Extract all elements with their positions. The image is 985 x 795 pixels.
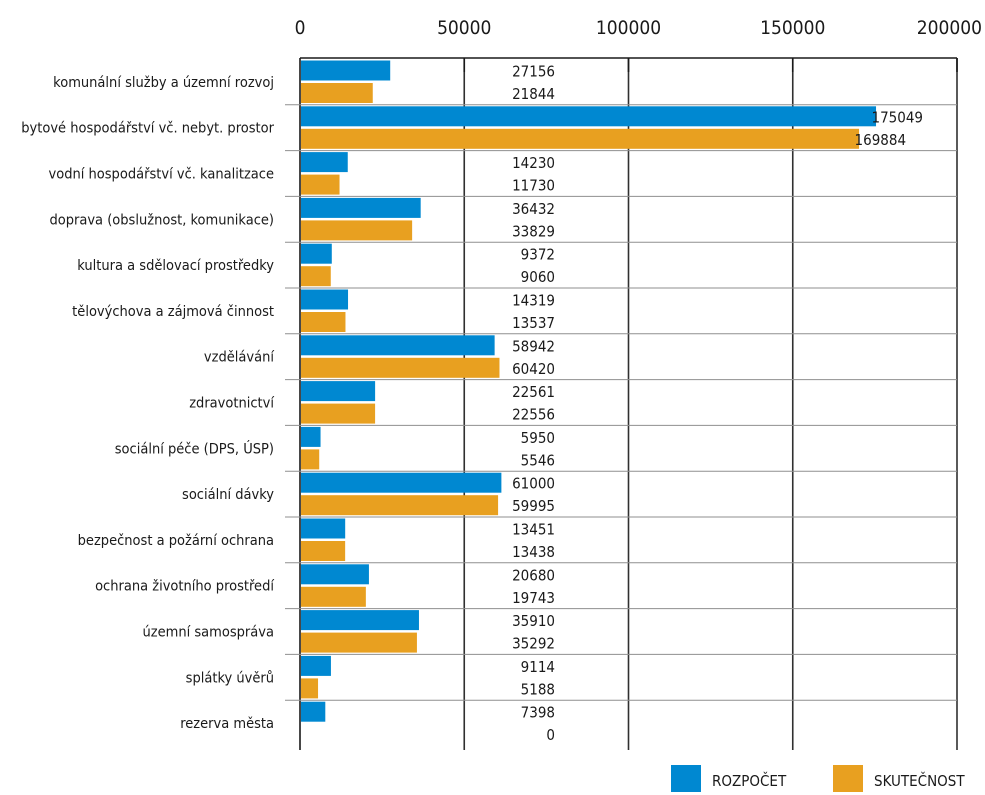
value-label: 0: [546, 726, 555, 744]
category-label: vodní hospodářství vč. kanalitzace: [49, 167, 275, 183]
x-tick-label: 50000: [437, 17, 491, 39]
bar-skutecnost: [301, 495, 499, 516]
category-label: ochrana životního prostředí: [95, 579, 274, 595]
category-label: vzdělávání: [204, 350, 274, 366]
x-tick-label: 100000: [596, 17, 661, 39]
bar-rozpocet: [301, 289, 349, 310]
category-label: územní samospráva: [142, 625, 274, 641]
value-label: 11730: [512, 177, 555, 195]
bar-skutecnost: [301, 128, 860, 149]
bar-rozpocet: [301, 610, 419, 631]
bar-rozpocet: [301, 472, 502, 493]
category-label: bytové hospodářství vč. nebyt. prostor: [21, 121, 274, 137]
bar-skutecnost: [301, 541, 346, 561]
bar-rozpocet: [301, 381, 376, 402]
bar-rozpocet: [301, 106, 877, 127]
value-label: 58942: [512, 337, 555, 355]
x-tick-label: 200000: [917, 17, 982, 39]
bar-skutecnost: [301, 83, 373, 103]
category-label: bezpečnost a požární ochrana: [78, 533, 274, 549]
bar-rozpocet: [301, 197, 421, 218]
legend-swatch-skutecnost: [833, 765, 863, 792]
category-label: zdravotnictví: [189, 396, 274, 412]
bar-rozpocet: [301, 60, 391, 81]
value-label: 61000: [512, 475, 555, 493]
category-label: sociální péče (DPS, ÚSP): [115, 439, 274, 457]
bar-skutecnost: [301, 586, 366, 607]
value-label: 59995: [512, 497, 555, 515]
value-label: 5950: [521, 429, 555, 447]
bar-rozpocet: [301, 426, 321, 447]
legend-swatch-rozpocet: [671, 765, 701, 792]
bar-skutecnost: [301, 266, 331, 287]
bar-rozpocet: [301, 335, 495, 356]
value-label: 35292: [512, 635, 555, 653]
value-label: 14230: [512, 154, 555, 172]
value-label: 36432: [512, 200, 555, 218]
category-label: komunální služby a územní rozvoj: [53, 75, 274, 91]
bar-skutecnost: [301, 174, 340, 195]
bar-skutecnost: [301, 449, 320, 470]
x-tick-label: 150000: [760, 17, 825, 39]
bar-rozpocet: [301, 655, 331, 676]
bar-rozpocet: [301, 518, 346, 539]
value-label: 13438: [512, 543, 555, 561]
bar-rozpocet: [301, 564, 369, 585]
bar-skutecnost: [301, 220, 413, 241]
value-label: 21844: [512, 85, 555, 103]
legend-label-skutecnost: SKUTEČNOST: [874, 771, 965, 790]
category-label: splátky úvěrů: [186, 670, 274, 686]
value-label: 20680: [512, 566, 555, 584]
value-label: 19743: [512, 589, 555, 607]
bar-skutecnost: [301, 403, 376, 424]
category-label: sociální dávky: [182, 487, 274, 503]
bar-skutecnost: [301, 357, 500, 378]
legend-label-rozpocet: ROZPOČET: [712, 771, 787, 790]
value-label: 14319: [512, 292, 555, 310]
value-label: 169884: [855, 131, 907, 149]
x-tick-label: 0: [295, 17, 306, 39]
value-label: 13537: [512, 314, 555, 332]
value-label: 9060: [521, 268, 555, 286]
bar-rozpocet: [301, 701, 326, 722]
value-label: 33829: [512, 222, 555, 240]
value-label: 35910: [512, 612, 555, 630]
value-label: 175049: [872, 108, 924, 126]
value-label: 13451: [512, 521, 555, 539]
category-label: doprava (obslužnost, komunikace): [49, 212, 274, 228]
value-label: 22561: [512, 383, 555, 401]
bar-rozpocet: [301, 243, 332, 264]
value-label: 7398: [521, 704, 555, 722]
bar-skutecnost: [301, 632, 417, 653]
category-label: tělovýchova a zájmová činnost: [72, 304, 274, 320]
value-label: 27156: [512, 63, 555, 81]
category-label: rezerva města: [180, 716, 274, 732]
value-label: 9114: [521, 658, 555, 676]
bar-skutecnost: [301, 678, 319, 699]
value-label: 5188: [521, 680, 555, 698]
bar-rozpocet: [301, 152, 348, 173]
value-label: 22556: [512, 406, 555, 424]
category-label: kultura a sdělovací prostředky: [77, 258, 274, 274]
bar-skutecnost: [301, 312, 346, 332]
value-label: 9372: [521, 246, 555, 264]
value-label: 5546: [521, 451, 555, 469]
value-label: 60420: [512, 360, 555, 378]
